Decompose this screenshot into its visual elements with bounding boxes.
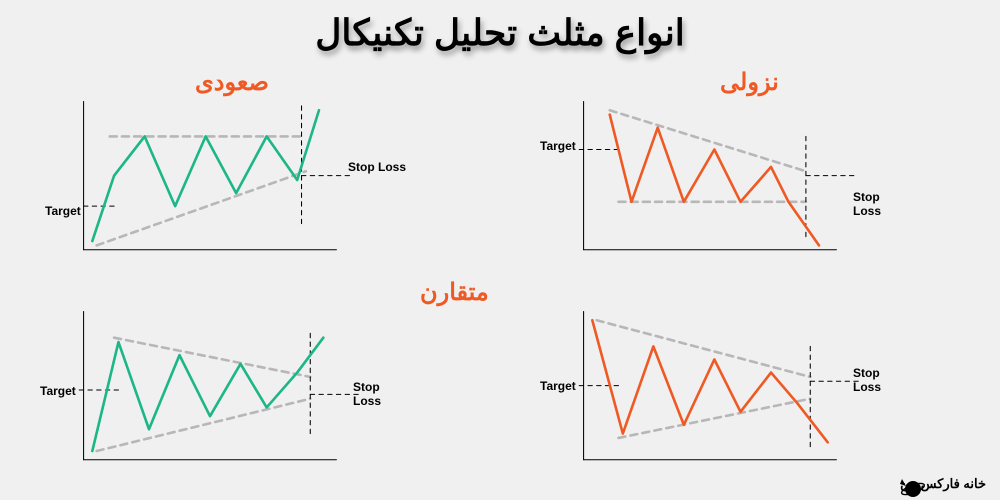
panel-symmetric-up-target: Target bbox=[40, 384, 76, 398]
panel-descending-stoploss: Stop Loss bbox=[853, 190, 910, 218]
panel-symmetric-up-stoploss: Stop Loss bbox=[353, 380, 410, 408]
panel-symmetric-up-svg bbox=[40, 300, 380, 480]
panel-symmetric-down: Target Stop Loss bbox=[590, 300, 910, 480]
panel-symmetric-down-target: Target bbox=[540, 379, 576, 393]
panel-symmetric-down-svg bbox=[540, 300, 880, 480]
panel-ascending-stoploss: Stop Loss bbox=[348, 160, 406, 174]
panel-descending: نزولی Target Stop Loss bbox=[590, 90, 910, 270]
main-title: انواع مثلث تحلیل تکنیکال bbox=[315, 12, 684, 54]
watermark-icon bbox=[900, 476, 926, 500]
panel-symmetric-up: متقارن Target Stop Loss bbox=[90, 300, 410, 480]
panel-symmetric-title: متقارن bbox=[420, 278, 489, 307]
panel-symmetric-down-stoploss: Stop Loss bbox=[853, 366, 910, 394]
panel-ascending: صعودی Target Stop Loss bbox=[90, 90, 410, 270]
panel-ascending-target: Target bbox=[45, 204, 81, 218]
panel-descending-target: Target bbox=[540, 139, 576, 153]
panel-descending-svg bbox=[540, 90, 880, 270]
watermark: خانه فارکس من bbox=[900, 476, 986, 492]
panel-ascending-svg bbox=[40, 90, 380, 270]
